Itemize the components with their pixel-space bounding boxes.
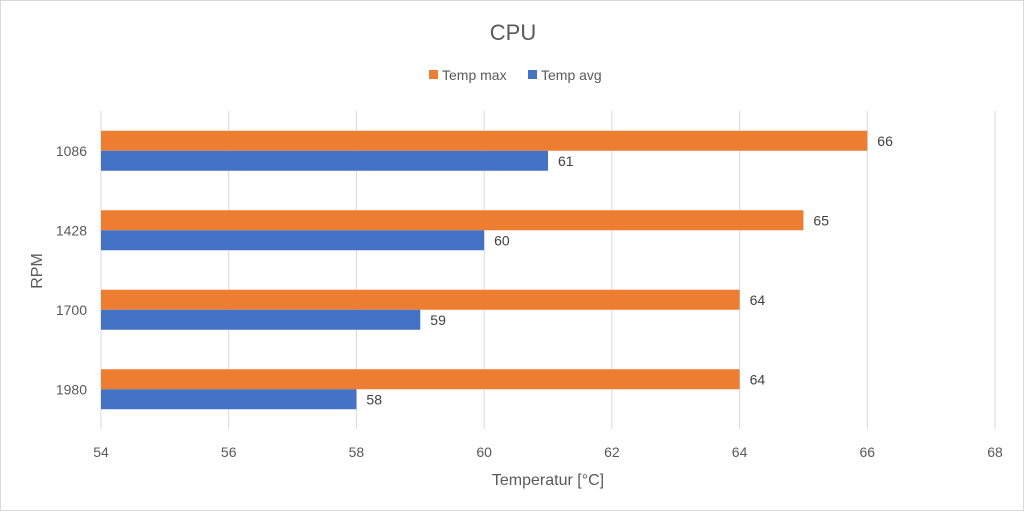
y-axis-ticks: 1086 1428 1700 1980 — [56, 143, 87, 398]
x-tick-label: 62 — [604, 444, 620, 460]
bar-temp-max-1428 — [101, 210, 804, 231]
data-label-temp-max-1980: 64 — [750, 371, 766, 387]
y-axis-title: RPM — [29, 253, 46, 289]
x-tick-label: 56 — [221, 444, 237, 460]
legend-label-temp-max: Temp max — [442, 67, 507, 83]
x-tick-label: 66 — [859, 444, 875, 460]
x-tick-label: 64 — [732, 444, 748, 460]
bar-temp-max-1700 — [101, 289, 740, 310]
legend-label-temp-avg: Temp avg — [541, 67, 602, 83]
bar-temp-max-1980 — [101, 369, 740, 390]
legend: Temp max Temp avg — [429, 67, 602, 83]
data-label-temp-avg-1980: 58 — [366, 391, 382, 407]
y-tick-label-1980: 1980 — [56, 381, 87, 397]
x-tick-label: 68 — [987, 444, 1003, 460]
bar-temp-avg-1700 — [101, 309, 421, 330]
y-tick-label-1086: 1086 — [56, 143, 87, 159]
legend-swatch-temp-max — [429, 70, 438, 79]
data-label-temp-max-1086: 66 — [877, 133, 893, 149]
bar-temp-avg-1428 — [101, 230, 485, 251]
data-label-temp-avg-1086: 61 — [558, 153, 574, 169]
bar-temp-max-1086 — [101, 130, 868, 151]
x-tick-label: 60 — [476, 444, 492, 460]
x-tick-label: 58 — [349, 444, 365, 460]
bars — [101, 130, 868, 410]
data-label-temp-avg-1700: 59 — [430, 312, 446, 328]
data-labels: 66 61 65 60 64 59 64 58 — [366, 133, 893, 408]
x-axis-title: Temperatur [°C] — [492, 472, 604, 489]
x-axis-ticks: 54 56 58 60 62 64 66 68 — [93, 444, 1003, 460]
bar-temp-avg-1980 — [101, 389, 357, 410]
x-tick-label: 54 — [93, 444, 109, 460]
y-tick-label-1428: 1428 — [56, 222, 87, 238]
data-label-temp-max-1700: 64 — [750, 292, 766, 308]
bar-temp-avg-1086 — [101, 150, 548, 171]
chart-title: CPU — [490, 20, 536, 45]
y-tick-label-1700: 1700 — [56, 302, 87, 318]
data-label-temp-avg-1428: 60 — [494, 232, 510, 248]
legend-swatch-temp-avg — [528, 70, 537, 79]
data-label-temp-max-1428: 65 — [813, 212, 829, 228]
